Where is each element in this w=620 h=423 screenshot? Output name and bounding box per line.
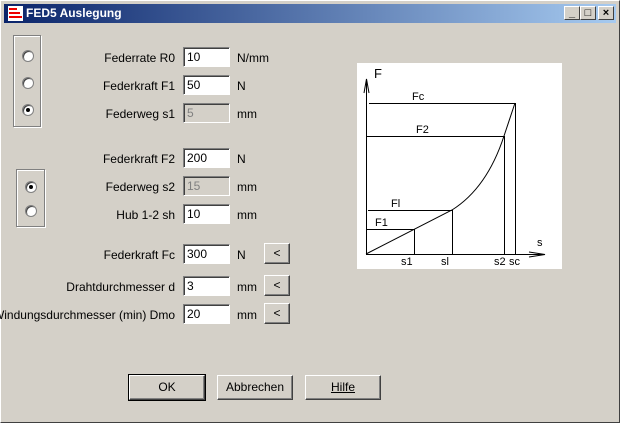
unit-s1: mm xyxy=(237,107,257,121)
label-federrate: Federrate R0 xyxy=(104,51,175,65)
radio-hub[interactable] xyxy=(25,205,37,217)
label-s2: s2 xyxy=(494,256,506,268)
federrate-input[interactable]: 10 xyxy=(183,47,230,67)
minimize-button[interactable]: _ xyxy=(564,6,580,20)
label-fl: Fl xyxy=(391,198,400,210)
x-axis-label: s xyxy=(537,237,543,249)
federkraft-fc-input[interactable]: 300 xyxy=(183,244,230,264)
window-title: FED5 Auslegung xyxy=(26,6,122,20)
radio-federkraft-f1[interactable] xyxy=(22,77,34,89)
spring-diagram: F s Fc F2 Fl F1 s1 sl s2 sc xyxy=(357,63,562,269)
spring-curve xyxy=(365,102,516,255)
label-f1: F1 xyxy=(375,217,388,229)
hub-input[interactable]: 10 xyxy=(183,204,230,224)
cancel-button[interactable]: Abbrechen xyxy=(217,375,293,400)
radio-group-2 xyxy=(16,169,45,227)
unit-federrate: N/mm xyxy=(237,51,269,65)
help-button[interactable]: Hilfe xyxy=(305,375,381,400)
windungsdurchmesser-input[interactable]: 20 xyxy=(183,304,230,324)
unit-f2: N xyxy=(237,152,246,166)
label-hub: Hub 1-2 sh xyxy=(116,208,175,222)
label-fc: Fc xyxy=(412,91,425,103)
drahtdurchmesser-input[interactable]: 3 xyxy=(183,276,230,296)
label-drahtdurchmesser: Drahtdurchmesser d xyxy=(66,280,175,294)
fc-calc-button[interactable]: < xyxy=(264,243,290,264)
radio-federkraft-f2[interactable] xyxy=(25,181,37,193)
federkraft-f2-input[interactable]: 200 xyxy=(183,148,230,168)
label-windungsdurchmesser: Windungsdurchmesser (min) Dmo xyxy=(0,308,175,322)
title-bar: FED5 Auslegung xyxy=(4,4,616,23)
unit-dmo: mm xyxy=(237,308,257,322)
label-federweg-s1: Federweg s1 xyxy=(105,107,175,121)
radio-federweg-s1[interactable] xyxy=(22,104,34,116)
unit-s2: mm xyxy=(237,180,257,194)
y-axis-arrow xyxy=(363,78,370,94)
federweg-s1-input: 5 xyxy=(183,103,230,123)
label-s1: s1 xyxy=(401,256,413,268)
federkraft-f1-input[interactable]: 50 xyxy=(183,75,230,95)
unit-f1: N xyxy=(237,79,246,93)
label-sc: sc xyxy=(509,256,521,268)
label-federkraft-f1: Federkraft F1 xyxy=(102,79,175,93)
federweg-s2-input: 15 xyxy=(183,176,230,196)
dmo-calc-button[interactable]: < xyxy=(264,303,290,324)
x-axis-arrow xyxy=(528,251,546,258)
app-icon xyxy=(8,6,23,21)
unit-fc: N xyxy=(237,248,246,262)
d-calc-button[interactable]: < xyxy=(264,275,290,296)
y-axis-label: F xyxy=(374,66,382,81)
close-button[interactable]: × xyxy=(598,6,614,20)
label-federweg-s2: Federweg s2 xyxy=(105,180,175,194)
unit-d: mm xyxy=(237,280,257,294)
maximize-button[interactable]: □ xyxy=(580,6,596,20)
ok-button[interactable]: OK xyxy=(128,374,206,401)
label-f2: F2 xyxy=(416,124,429,136)
label-sl: sl xyxy=(441,256,449,268)
label-federkraft-fc: Federkraft Fc xyxy=(103,248,175,262)
radio-group-1 xyxy=(13,35,41,127)
unit-hub: mm xyxy=(237,208,257,222)
label-federkraft-f2: Federkraft F2 xyxy=(102,152,175,166)
radio-federrate[interactable] xyxy=(22,50,34,62)
